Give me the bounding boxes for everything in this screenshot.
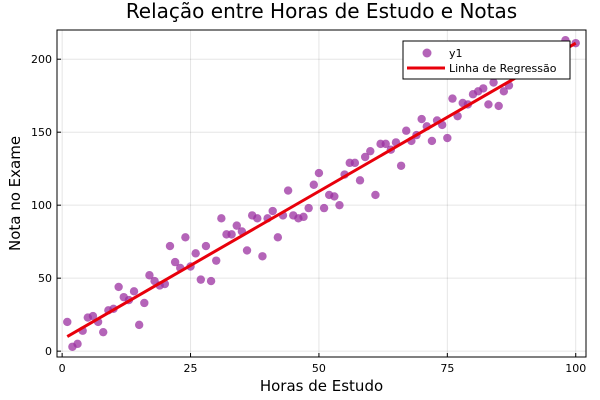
scatter-point bbox=[299, 212, 308, 222]
y-tick-label: 0 bbox=[45, 345, 52, 358]
scatter-point bbox=[212, 256, 221, 265]
scatter-point bbox=[63, 317, 72, 327]
scatter-point bbox=[402, 126, 411, 135]
scatter-point bbox=[242, 246, 252, 255]
scatter-point bbox=[191, 249, 200, 258]
scatter-point bbox=[494, 101, 503, 111]
scatter-point bbox=[140, 298, 149, 308]
scatter-point bbox=[283, 186, 293, 195]
legend-box bbox=[402, 40, 571, 80]
legend: y1 Linha de Regressão bbox=[402, 40, 571, 80]
axis-ticks: 0 25 50 75 100 0 50 100 150 200 bbox=[31, 53, 586, 375]
legend-label-2: Linha de Regressão bbox=[449, 62, 557, 75]
scatter-point bbox=[201, 241, 211, 251]
scatter-point bbox=[371, 190, 380, 200]
scatter-point bbox=[304, 203, 313, 213]
plot-series bbox=[63, 36, 580, 351]
scatter-point bbox=[366, 146, 375, 156]
scatter-point bbox=[479, 84, 488, 93]
scatter-point bbox=[165, 241, 175, 251]
scatter-point bbox=[99, 327, 108, 337]
scatter-point bbox=[417, 114, 426, 124]
scatter-point bbox=[396, 161, 406, 170]
scatter-point bbox=[381, 139, 390, 149]
legend-label-1: y1 bbox=[449, 47, 463, 60]
x-tick-label: 100 bbox=[565, 362, 586, 375]
scatter-point bbox=[170, 257, 180, 267]
scatter-point bbox=[258, 252, 267, 261]
scatter-point bbox=[427, 136, 437, 146]
scatter-point bbox=[330, 192, 339, 201]
scatter-point bbox=[314, 168, 324, 178]
scatter-point bbox=[448, 94, 457, 103]
scatter-point bbox=[443, 133, 452, 143]
chart-title: Relação entre Horas de Estudo e Notas bbox=[126, 0, 517, 23]
scatter-point bbox=[206, 276, 216, 286]
scatter-point bbox=[350, 158, 360, 168]
scatter-point bbox=[268, 206, 277, 216]
scatter-point bbox=[129, 287, 139, 296]
scatter-point bbox=[309, 180, 318, 189]
scatter-point bbox=[489, 78, 498, 87]
scatter-point bbox=[217, 214, 226, 223]
y-tick-label: 100 bbox=[31, 199, 52, 212]
legend-marker-1 bbox=[422, 48, 432, 58]
plot-frame bbox=[56, 29, 587, 358]
scatter-point bbox=[355, 176, 365, 185]
scatter-point bbox=[232, 221, 241, 230]
y-tick-label: 50 bbox=[38, 272, 52, 285]
scatter-point bbox=[114, 282, 123, 292]
scatter-point bbox=[145, 271, 154, 280]
y-axis-label: Nota no Exame bbox=[6, 136, 24, 251]
scatter-point bbox=[253, 214, 262, 223]
x-tick-label: 75 bbox=[440, 362, 454, 375]
scatter-point bbox=[499, 87, 509, 96]
scatter-point bbox=[484, 100, 493, 109]
scatter-point bbox=[335, 200, 344, 210]
x-tick-label: 0 bbox=[59, 362, 66, 375]
scatter-point bbox=[227, 230, 236, 239]
x-axis-label: Horas de Estudo bbox=[260, 377, 383, 395]
scatter-point bbox=[88, 311, 98, 321]
x-tick-label: 50 bbox=[312, 362, 326, 375]
scatter-point bbox=[73, 339, 82, 349]
y-tick-label: 150 bbox=[31, 126, 52, 139]
scatter-point bbox=[360, 152, 370, 162]
x-tick-label: 25 bbox=[184, 362, 198, 375]
scatter-point bbox=[319, 203, 329, 213]
scatter-point bbox=[273, 233, 283, 242]
scatter-point bbox=[181, 233, 190, 242]
scatter-point bbox=[196, 275, 206, 284]
scatter-point bbox=[134, 320, 144, 330]
regression-line bbox=[66, 41, 577, 338]
y-tick-label: 200 bbox=[31, 53, 52, 66]
